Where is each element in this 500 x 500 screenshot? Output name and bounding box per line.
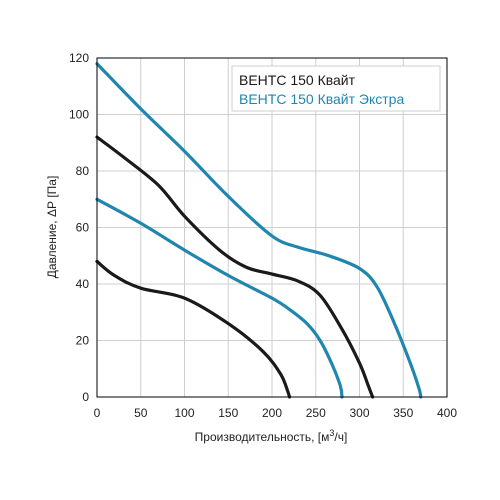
grid-layer [97, 58, 447, 397]
x-tick-label: 300 [349, 406, 369, 420]
x-axis-title: Производительность, [м3/ч] [195, 428, 348, 444]
x-tick-label: 250 [306, 406, 326, 420]
y-axis-title: Давление, ΔР [Па] [45, 176, 59, 279]
x-tick-label: 100 [174, 406, 194, 420]
x-tick-label: 50 [134, 406, 148, 420]
y-tick-label: 100 [69, 108, 89, 122]
series-line [95, 135, 375, 399]
x-tick-label: 400 [437, 406, 457, 420]
y-axis-ticks: 0 20 40 60 80 100 120 [69, 51, 89, 404]
x-tick-label: 200 [262, 406, 282, 420]
legend-box [231, 65, 441, 112]
x-tick-label: 150 [218, 406, 238, 420]
x-axis-ticks: 0 50 100 150 200 250 300 350 400 [94, 406, 458, 420]
y-tick-label: 80 [76, 164, 90, 178]
series-line [95, 197, 344, 399]
x-axis-title-main: Производительность, [м [195, 430, 330, 444]
legend-entry-quiet-extra: ВЕНТС 150 Квайт Экстра [239, 91, 404, 107]
y-tick-label: 20 [76, 334, 90, 348]
y-tick-label: 120 [69, 51, 89, 65]
y-tick-label: 40 [76, 277, 90, 291]
series-layer [95, 62, 423, 399]
x-axis-title-superscript: 3 [329, 428, 334, 438]
x-tick-label: 0 [94, 406, 101, 420]
y-tick-label: 60 [76, 221, 90, 235]
legend: ВЕНТС 150 Квайт ВЕНТС 150 Квайт Экстра [231, 65, 441, 112]
series-line [95, 62, 423, 399]
legend-entry-quiet: ВЕНТС 150 Квайт [239, 72, 356, 88]
x-axis-title-end: /ч] [334, 430, 347, 444]
y-tick-label: 0 [82, 390, 89, 404]
plot-area-border [96, 57, 448, 398]
x-tick-label: 350 [393, 406, 413, 420]
series-line [95, 259, 292, 399]
